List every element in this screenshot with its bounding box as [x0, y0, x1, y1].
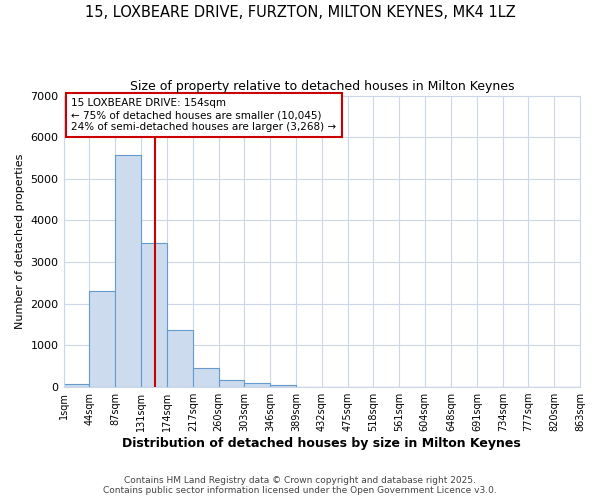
Bar: [167, 330, 193, 387]
Bar: [270, 385, 296, 387]
Y-axis label: Number of detached properties: Number of detached properties: [15, 154, 25, 329]
Bar: [142, 244, 167, 387]
Bar: [244, 383, 270, 387]
Bar: [115, 154, 142, 387]
Bar: [64, 384, 89, 387]
Text: Contains HM Land Registry data © Crown copyright and database right 2025.
Contai: Contains HM Land Registry data © Crown c…: [103, 476, 497, 495]
Title: Size of property relative to detached houses in Milton Keynes: Size of property relative to detached ho…: [130, 80, 514, 93]
Text: 15, LOXBEARE DRIVE, FURZTON, MILTON KEYNES, MK4 1LZ: 15, LOXBEARE DRIVE, FURZTON, MILTON KEYN…: [85, 5, 515, 20]
Text: 15 LOXBEARE DRIVE: 154sqm
← 75% of detached houses are smaller (10,045)
24% of s: 15 LOXBEARE DRIVE: 154sqm ← 75% of detac…: [71, 98, 337, 132]
X-axis label: Distribution of detached houses by size in Milton Keynes: Distribution of detached houses by size …: [122, 437, 521, 450]
Bar: [89, 292, 115, 387]
Bar: [219, 380, 244, 387]
Bar: [193, 368, 219, 387]
